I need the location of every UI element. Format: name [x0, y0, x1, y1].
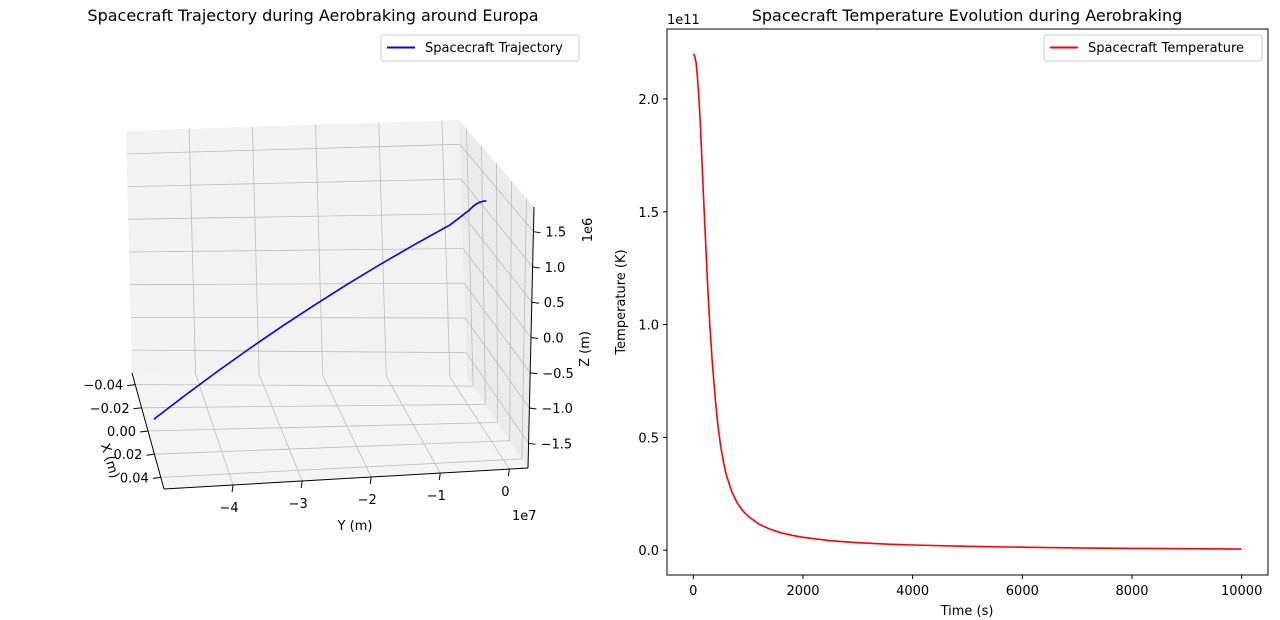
- z-tick-label: 1.0: [545, 261, 566, 276]
- z-gridline: [128, 213, 462, 220]
- z-tick-label: 0.5: [544, 296, 565, 311]
- z-tick: [533, 231, 541, 234]
- z-tick: [529, 407, 537, 410]
- x-tick-label: 0: [689, 584, 697, 599]
- plot-frame: [666, 28, 1269, 576]
- trajectory-legend: Spacecraft Trajectory: [380, 34, 580, 62]
- trajectory-series: [153, 200, 487, 420]
- y-tick-label: 1.0: [638, 319, 659, 334]
- x-gridline: [141, 403, 486, 409]
- legend-box: [1043, 34, 1263, 62]
- z-gridline: [129, 282, 465, 286]
- trajectory-line: [153, 200, 487, 420]
- temperature-line: [692, 53, 1242, 550]
- y-gridline: [195, 373, 234, 486]
- y-tick-label: −2: [358, 493, 377, 508]
- back-pane: [126, 120, 467, 377]
- y-tick: [507, 469, 510, 477]
- z-gridline: [461, 213, 533, 303]
- x-tick: [146, 453, 155, 456]
- x-tick: [152, 476, 161, 479]
- y-gridline: [322, 375, 372, 478]
- y-tick-label: −3: [289, 497, 308, 512]
- trajectory-title: Spacecraft Trajectory during Aerobraking…: [87, 6, 538, 25]
- trajectory-3d-panel: Spacecraft Trajectory during Aerobraking…: [83, 6, 596, 534]
- z-gridline: [130, 317, 466, 319]
- x-tick-label: 2000: [786, 584, 819, 599]
- y-tick-label: 0.0: [638, 544, 659, 559]
- z-tick-label: 0.0: [543, 332, 564, 347]
- z-axis-label: Z (m): [578, 331, 593, 367]
- ticks-3d: −0.04 −0.02 0.00 0.02 0.04 −4 −3 −2 −1 0 1.5 1.0 0.5…: [83, 226, 573, 516]
- z-gridline: [465, 352, 529, 444]
- x-gridline: [147, 422, 498, 432]
- x-tick-label: 0.02: [113, 448, 142, 463]
- y-axis-label: Y (m): [337, 519, 373, 534]
- x-tick-label: 4000: [896, 584, 929, 599]
- x-gridline: [135, 384, 474, 387]
- legend-label: Spacecraft Temperature: [1088, 41, 1244, 56]
- x-tick: [133, 407, 142, 410]
- temperature-panel: Spacecraft Temperature Evolution during …: [614, 6, 1269, 619]
- z-gridline: [126, 143, 460, 155]
- y-gridline: [385, 375, 441, 474]
- z-tick: [531, 301, 539, 304]
- z-gridline: [460, 178, 533, 268]
- z-tick: [530, 337, 539, 339]
- y-tick-label: 0.5: [638, 431, 659, 446]
- y-tick: [438, 472, 441, 481]
- x-gridline: [154, 440, 510, 455]
- z-gridline: [131, 349, 467, 354]
- y-gridline: [258, 374, 303, 482]
- z-tick: [532, 266, 540, 269]
- y-tick-label: 0: [501, 485, 509, 500]
- y-axis-line: [163, 467, 529, 490]
- temperature-y-offset: 1e11: [667, 13, 700, 28]
- temperature-series: [692, 53, 1242, 550]
- legend-label: Spacecraft Trajectory: [425, 41, 563, 56]
- legend-box: [380, 34, 580, 62]
- x-tick-label: 6000: [1006, 584, 1039, 599]
- z-gridline: [464, 317, 530, 409]
- x-tick-label: 10000: [1221, 584, 1262, 599]
- y-tick-label: −4: [219, 501, 238, 516]
- z-axis-offset: 1e6: [581, 218, 596, 243]
- z-gridline: [463, 282, 531, 374]
- z-tick-label: −1.5: [541, 437, 573, 452]
- x-tick-label: −0.04: [83, 379, 123, 394]
- z-tick-label: −1.0: [541, 402, 573, 417]
- temperature-x-label: Time (s): [940, 604, 994, 619]
- z-gridline: [462, 248, 532, 338]
- y-tick: [231, 484, 234, 493]
- temperature-title: Spacecraft Temperature Evolution during …: [752, 6, 1183, 25]
- y-gridline: [449, 376, 510, 470]
- x-gridline: [160, 458, 522, 478]
- y-tick: [300, 480, 303, 489]
- y-tick-label: 1.5: [638, 206, 659, 221]
- floor-pane: [132, 373, 528, 489]
- x-tick: [127, 384, 136, 387]
- z-tick: [530, 372, 538, 375]
- z-tick-label: −0.5: [542, 367, 574, 382]
- x-tick-label: 8000: [1115, 584, 1148, 599]
- x-tick-label: 0.04: [120, 471, 149, 486]
- z-tick-label: 1.5: [545, 226, 566, 241]
- right-pane: [459, 120, 534, 468]
- temperature-ticks: 0 2000 4000 6000 8000 10000 0.0 0.5 1.0 1.5 2.0: [638, 93, 1262, 599]
- x-tick-label: 0.00: [107, 425, 136, 440]
- z-gridline: [127, 178, 461, 187]
- y-tick-label: 2.0: [638, 93, 659, 108]
- z-gridline: [459, 144, 534, 232]
- z-tick: [528, 442, 536, 445]
- y-tick: [369, 476, 372, 485]
- y-axis-offset: 1e7: [512, 509, 537, 524]
- x-tick: [139, 430, 149, 433]
- temperature-y-label: Temperature (K): [614, 249, 629, 355]
- y-tick-label: −1: [427, 489, 446, 504]
- temperature-legend: Spacecraft Temperature: [1043, 34, 1263, 62]
- x-tick-label: −0.02: [90, 402, 130, 417]
